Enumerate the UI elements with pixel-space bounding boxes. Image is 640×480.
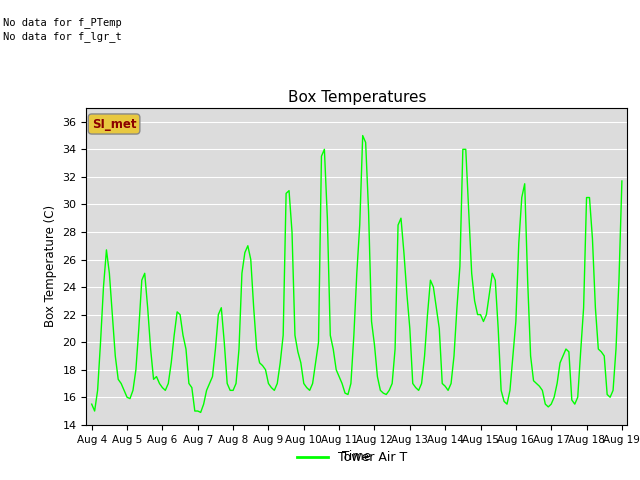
X-axis label: Time: Time	[342, 450, 371, 463]
Text: No data for f_lgr_t: No data for f_lgr_t	[3, 31, 122, 42]
Text: SI_met: SI_met	[92, 118, 136, 131]
Legend: Tower Air T: Tower Air T	[292, 446, 412, 469]
Title: Box Temperatures: Box Temperatures	[287, 90, 426, 106]
Text: No data for f_PTemp: No data for f_PTemp	[3, 17, 122, 28]
Y-axis label: Box Temperature (C): Box Temperature (C)	[44, 205, 57, 327]
